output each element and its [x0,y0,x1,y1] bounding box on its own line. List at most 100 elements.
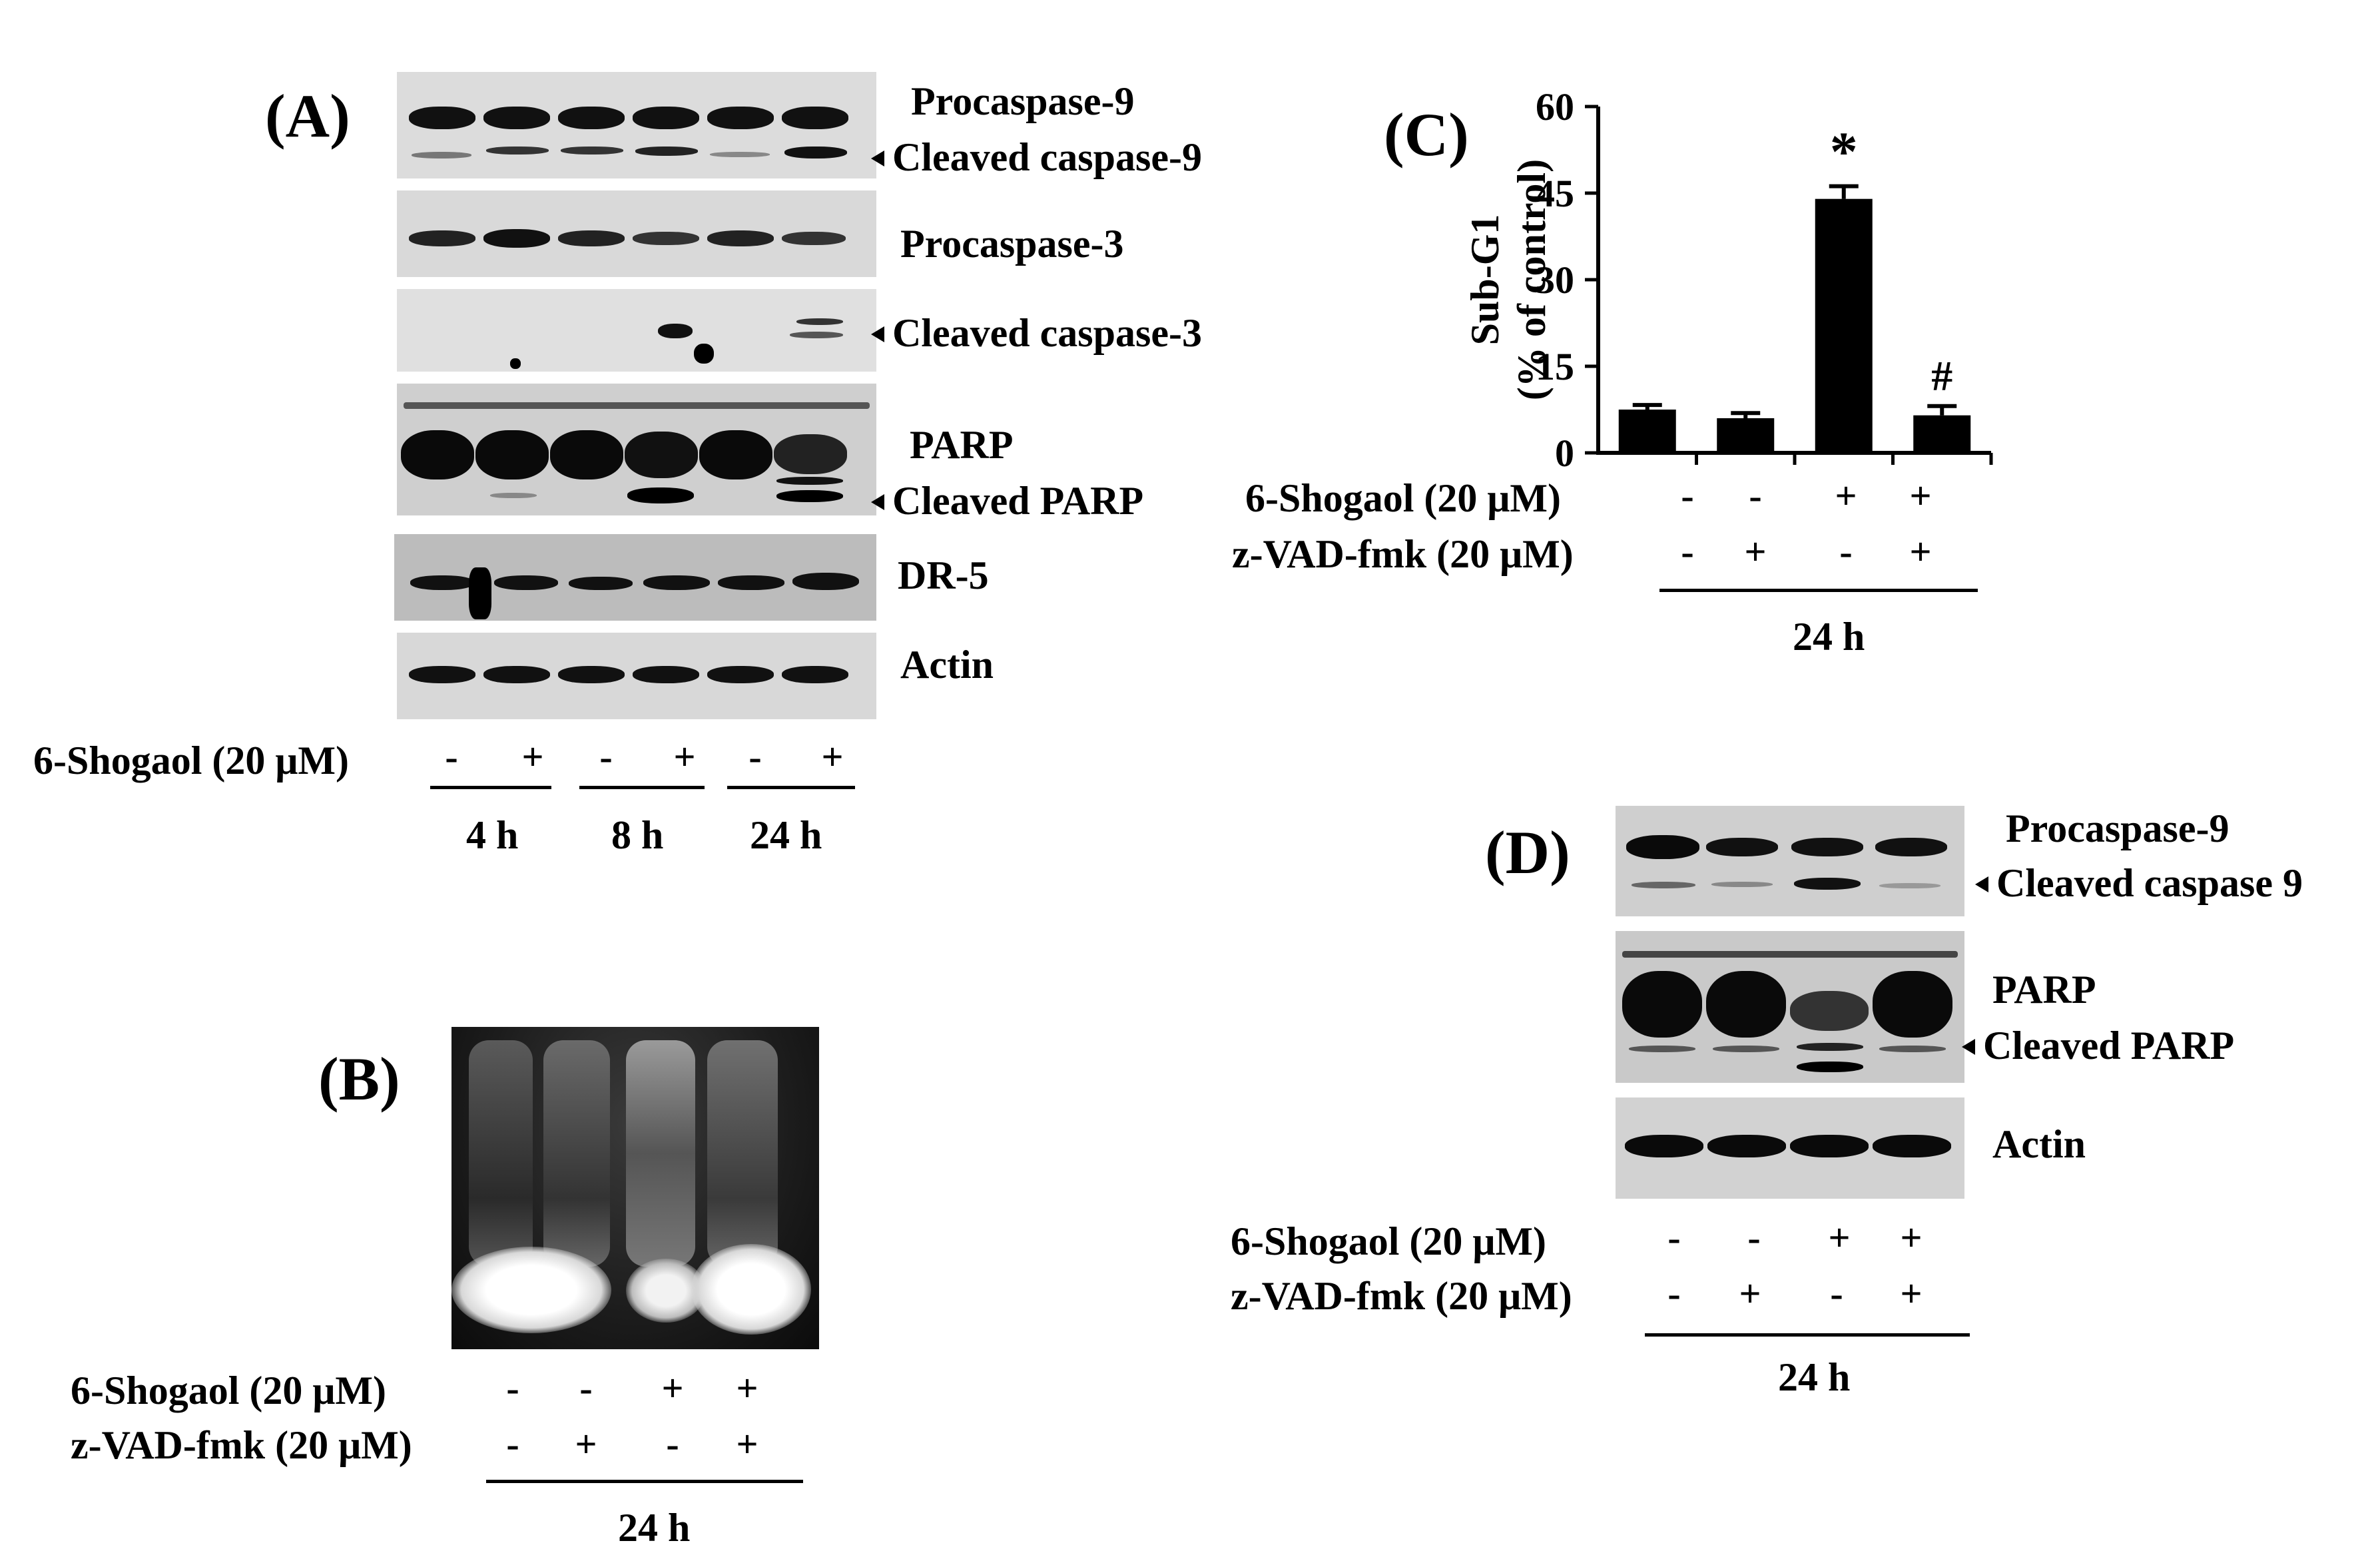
label-actin-d: Actin [1992,1122,2086,1166]
label-parp-d: PARP [1992,968,2096,1012]
label-cleaved-caspase9-a: Cleaved caspase-9 [871,137,1202,177]
sign-c-r1-3: + [1835,474,1857,517]
sign-b-r1-1: - [506,1367,519,1410]
y-tick-label: 60 [1536,85,1574,129]
arrowhead-icon [1962,1039,1975,1056]
blot-a-dr5 [394,534,876,621]
underline-8h [579,786,705,789]
row2-label-d: z-VAD-fmk (20 μM) [1231,1274,1572,1318]
sign-d-r1-2: - [1747,1216,1761,1259]
y-tick-label: 30 [1536,258,1574,302]
sign-c-r2-4: + [1909,530,1932,573]
sign-a-2: + [521,735,544,779]
sign-a-5: - [748,735,762,779]
sign-d-r1-4: + [1900,1216,1923,1259]
sign-d-r1-3: + [1828,1216,1851,1259]
row1-label-b: 6-Shogaol (20 μM) [71,1369,386,1412]
label-cleaved-parp-d: Cleaved PARP [1962,1026,2234,1066]
sign-d-r2-2: + [1739,1272,1761,1315]
sign-a-1: - [445,735,458,779]
time-8h: 8 h [611,813,664,857]
sign-b-r1-2: - [579,1367,593,1410]
underline-b [486,1480,803,1483]
arrowhead-icon [1975,876,1988,893]
sign-c-r1-4: + [1909,474,1932,517]
underline-c [1659,589,1978,592]
y-axis-label-line1: Sub-G1 [1463,214,1507,346]
time-b: 24 h [618,1506,691,1550]
sub-g1-bar-chart: 0 15 30 45 60 Sub-G1 (% of control) * # [1463,85,1993,475]
sign-c-r2-1: - [1681,530,1694,573]
sign-a-4: + [673,735,696,779]
blot-a-caspase9 [397,72,876,178]
label-text: Cleaved caspase-3 [892,311,1202,355]
significance-mark: * [1830,121,1858,183]
y-axis-label-line2: (% of control) [1510,159,1554,400]
panel-b-letter: (B) [318,1045,400,1113]
blot-d-actin [1616,1097,1964,1199]
sign-b-r1-3: + [661,1367,684,1410]
row2-label-c: z-VAD-fmk (20 μM) [1232,532,1574,576]
label-dr5-a: DR-5 [898,553,989,597]
label-text: Cleaved caspase 9 [1996,861,2303,905]
bar [1913,415,1971,453]
label-procaspase9-d: Procaspase-9 [2006,806,2230,850]
label-cleaved-caspase3-a: Cleaved caspase-3 [871,313,1202,353]
time-d: 24 h [1778,1355,1851,1399]
treatment-label-a: 6-Shogaol (20 μM) [33,739,349,782]
blot-a-parp [397,384,876,515]
label-text: Cleaved PARP [1983,1024,2235,1068]
bar [1717,418,1775,453]
sign-d-r2-4: + [1900,1272,1923,1315]
sign-b-r2-3: - [666,1422,679,1466]
sign-d-r1-1: - [1667,1216,1681,1259]
significance-mark: # [1931,352,1952,400]
sign-c-r2-2: + [1744,530,1767,573]
sign-b-r2-2: + [575,1422,597,1466]
label-text: Cleaved PARP [892,479,1144,523]
sign-c-r1-1: - [1681,474,1694,517]
agarose-gel-image [451,1027,819,1349]
y-tick-label: 15 [1536,345,1574,388]
y-tick-label: 0 [1555,432,1574,475]
underline-24h [727,786,855,789]
blot-d-caspase9 [1616,806,1964,916]
blot-a-cleaved-caspase3 [397,289,876,372]
sign-a-3: - [599,735,613,779]
label-procaspase9-a: Procaspase-9 [911,79,1135,123]
sign-b-r2-4: + [736,1422,758,1466]
bar [1618,410,1676,453]
sign-d-r2-3: - [1830,1272,1843,1315]
arrowhead-icon [871,326,884,343]
time-c: 24 h [1793,615,1865,659]
panel-a-letter: (A) [265,82,350,150]
label-text: Cleaved caspase-9 [892,135,1202,179]
blot-a-procaspase3 [397,190,876,277]
sign-b-r1-4: + [736,1367,758,1410]
sign-d-r2-1: - [1667,1272,1681,1315]
label-cleaved-caspase9-d: Cleaved caspase 9 [1975,863,2303,903]
sign-c-r2-3: - [1839,530,1853,573]
row1-label-d: 6-Shogaol (20 μM) [1231,1219,1546,1263]
blot-a-actin [397,633,876,719]
panel-d-letter: (D) [1485,818,1570,886]
sign-a-6: + [821,735,844,779]
label-procaspase3-a: Procaspase-3 [900,222,1124,266]
time-24h: 24 h [750,813,822,857]
label-actin-a: Actin [900,643,994,687]
sign-b-r2-1: - [506,1422,519,1466]
label-parp-a: PARP [910,423,1014,467]
arrowhead-icon [871,151,884,167]
sign-c-r1-2: - [1749,474,1762,517]
underline-d [1645,1333,1970,1337]
arrowhead-icon [871,494,884,511]
row1-label-c: 6-Shogaol (20 μM) [1245,476,1561,520]
time-4h: 4 h [466,813,519,857]
row2-label-b: z-VAD-fmk (20 μM) [71,1423,412,1467]
label-cleaved-parp-a: Cleaved PARP [871,481,1143,521]
blot-d-parp [1616,931,1964,1083]
panel-c-letter: (C) [1384,101,1469,168]
bar [1815,198,1873,453]
y-tick-label: 45 [1536,172,1574,215]
underline-4h [430,786,551,789]
